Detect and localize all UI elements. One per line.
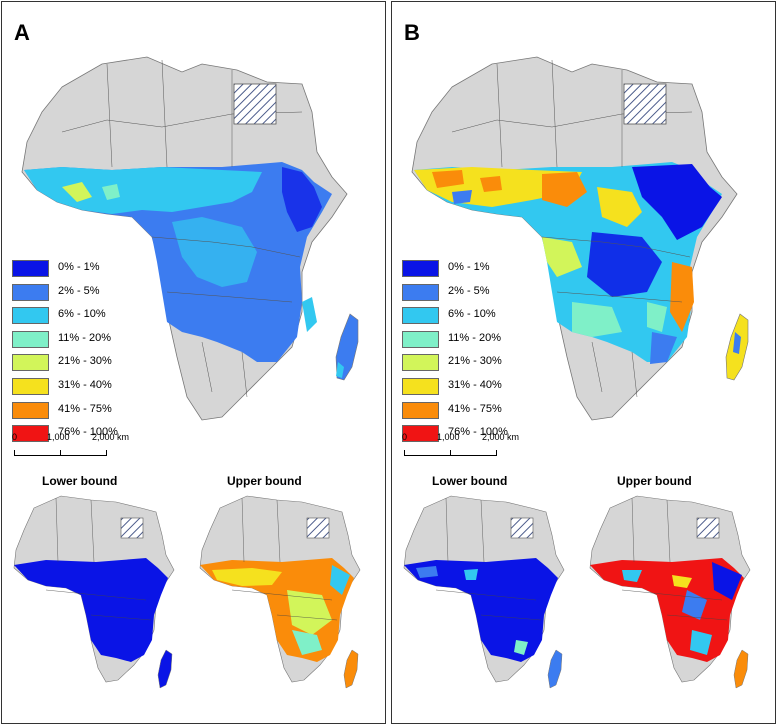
upper-bound-map [199,495,361,689]
legend-label: 21% - 30% [448,355,502,368]
legend-label: 76% - 100% [58,426,118,439]
prevalence-surface [24,162,332,362]
scale-bar: 0 1,000 2,000 km [10,432,150,464]
upper-bound-map [589,495,751,689]
legend-label: 6% - 10% [448,308,496,321]
scale-label-zero: 0 [402,432,408,442]
scale-label-mid: 1,000 [47,432,70,442]
lower-bound-title: Lower bound [42,474,118,488]
madagascar [335,313,359,381]
legend-label: 31% - 40% [448,378,502,391]
country-borders [61,59,303,398]
legend-swatch [12,425,49,443]
scale-bar: 0 1,000 2,000 km [400,432,540,464]
legend-swatch [402,330,439,348]
legend-label: 41% - 75% [58,402,112,415]
no-data-hatched-area [623,83,667,125]
legend-swatch [12,401,49,419]
lower-bound-title: Lower bound [432,474,508,488]
panel-label: A [14,20,30,45]
legend-label: 11% - 20% [58,331,111,344]
legend-swatch [402,401,439,419]
legend-swatch [12,283,49,301]
legend-swatch [402,377,439,395]
lower-bound-map [13,495,175,689]
legend-label: 41% - 75% [448,402,502,415]
scale-label-mid: 1,000 [437,432,460,442]
scale-label-max: 2,000 km [482,432,520,442]
africa-main-map [411,56,749,421]
lower-bound-map [403,495,565,689]
panel-label: B [404,20,420,45]
legend-label: 31% - 40% [58,378,112,391]
panel-a: A 0% - 1% 2% - 5% 6% - 10% [1,1,386,724]
legend-label: 0% - 1% [58,261,100,273]
legend-swatch [12,377,49,395]
legend-swatch [12,307,49,325]
legend-swatch [402,354,439,372]
upper-bound-title: Upper bound [617,474,692,488]
legend-swatch [12,260,49,277]
legend-swatch [402,260,439,277]
upper-bound-title: Upper bound [227,474,302,488]
legend-swatch [402,283,439,301]
panel-b: B [391,1,776,724]
legend-swatch [12,330,49,348]
legend-swatch [402,425,439,443]
legend-swatch [402,307,439,325]
scale-mid-tick [450,450,451,456]
country-borders [451,59,693,398]
scale-label-max: 2,000 km [92,432,130,442]
africa-main-map [21,56,359,421]
legend-label: 11% - 20% [448,331,501,344]
legend-label: 2% - 5% [448,284,490,297]
no-data-hatched-area [233,83,277,125]
prevalence-surface [414,162,722,364]
legend-label: 6% - 10% [58,308,106,321]
legend-label: 21% - 30% [58,355,112,368]
legend-swatch [12,354,49,372]
legend-label: 2% - 5% [58,284,100,297]
legend-label: 76% - 100% [448,426,508,439]
madagascar [725,313,749,381]
scale-mid-tick [60,450,61,456]
scale-label-zero: 0 [12,432,18,442]
legend-label: 0% - 1% [448,261,490,273]
